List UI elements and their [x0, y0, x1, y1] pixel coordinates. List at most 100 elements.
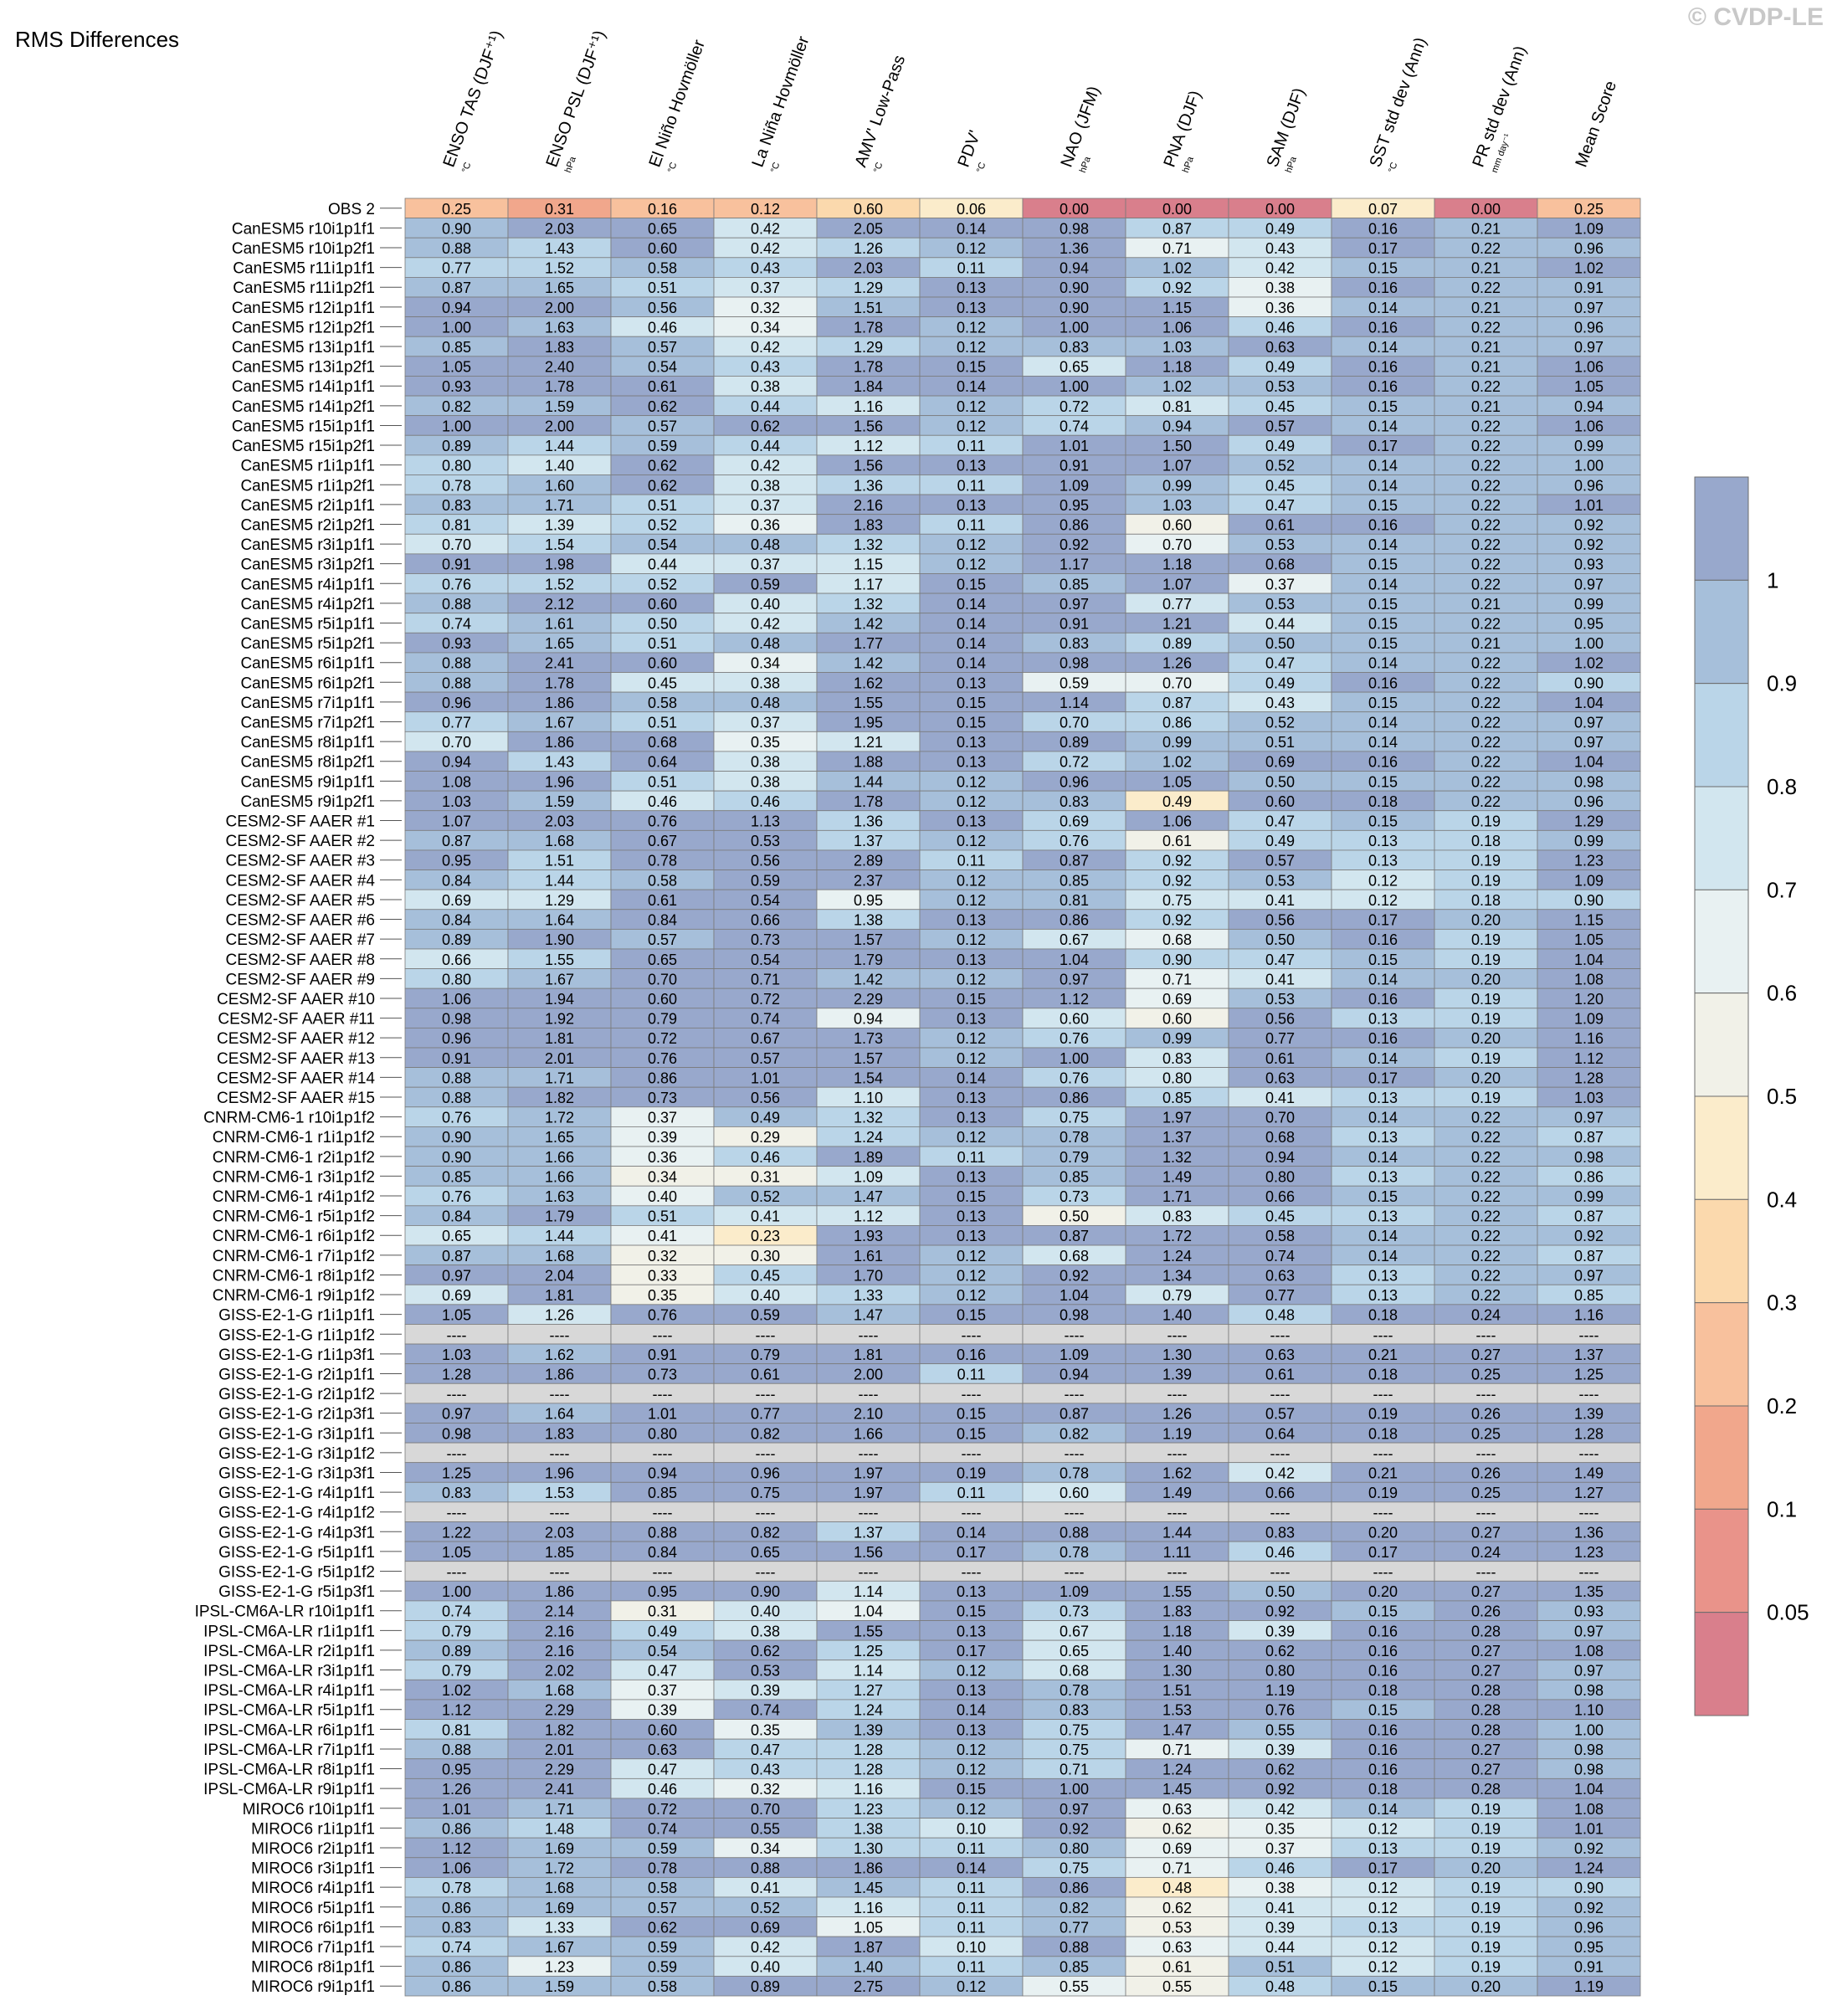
- cell-value: 0.49: [648, 1623, 677, 1639]
- cell-value: 1.42: [854, 655, 883, 672]
- cell-value: 0.12: [957, 1801, 986, 1818]
- cell-value: 0.00: [1060, 201, 1089, 218]
- cell-value: 1.44: [545, 438, 574, 454]
- row-label: CanESM5 r7i1p2f1: [240, 715, 375, 732]
- cell-value: 0.76: [442, 1110, 471, 1126]
- row-label: GISS-E2-1-G r5i1p1f1: [218, 1544, 375, 1562]
- cell-value: 0.60: [648, 991, 677, 1008]
- cell-value: 0.97: [1060, 596, 1089, 613]
- cell-value: 0.53: [1265, 991, 1295, 1008]
- cell-value: 0.92: [1060, 1267, 1089, 1284]
- cell-value: 1.26: [854, 240, 883, 257]
- cell-value: 0.88: [442, 675, 471, 691]
- cell-value: 1.05: [854, 1919, 883, 1936]
- cell-value: 1.02: [1574, 260, 1604, 277]
- cell-value: 0.13: [957, 1583, 986, 1600]
- row-label: CanESM5 r6i1p1f1: [240, 655, 375, 673]
- cell-value: 0.11: [957, 1919, 986, 1936]
- cell-value: 0.51: [1265, 734, 1295, 751]
- cell-value: 1.59: [545, 793, 574, 810]
- cell-value: 0.15: [1368, 773, 1398, 790]
- cell-value: 0.87: [1162, 695, 1192, 711]
- cell-value: 0.62: [1265, 1643, 1295, 1659]
- cell-value: 0.42: [1265, 260, 1295, 277]
- row-label: CNRM-CM6-1 r1i1p1f2: [213, 1129, 375, 1147]
- cell-value: 0.00: [1162, 201, 1192, 218]
- cell-value: 0.78: [648, 1860, 677, 1877]
- cell-value: 0.22: [1471, 1248, 1501, 1264]
- cell-value: 1.83: [545, 339, 574, 356]
- cell-value: 0.14: [1368, 1050, 1398, 1067]
- cell-value: 0.18: [1368, 1425, 1398, 1442]
- cell-value: 0.76: [1060, 833, 1089, 849]
- cell-value: 1.19: [1162, 1425, 1192, 1442]
- cell-value: 0.57: [648, 418, 677, 434]
- cell-value: 0.98: [1574, 1742, 1604, 1758]
- colorbar-tick-label: 0.7: [1767, 877, 1797, 902]
- cell-value: 0.13: [957, 1228, 986, 1244]
- cell-value: 2.37: [854, 872, 883, 889]
- cell-value: 0.83: [1060, 1702, 1089, 1719]
- cell-value: 0.82: [442, 398, 471, 415]
- cell-value: 0.11: [957, 1485, 986, 1501]
- cell-value: 1.37: [854, 833, 883, 849]
- cell-value: 0.79: [751, 1347, 780, 1363]
- cell-value: 0.13: [957, 1721, 986, 1738]
- row-label: MIROC6 r1i1p1f1: [251, 1820, 375, 1838]
- cell-value: 1.72: [1162, 1228, 1192, 1244]
- cell-value: 0.52: [751, 1188, 780, 1205]
- cell-value: 0.39: [1265, 1919, 1295, 1936]
- cell-value: ----: [1373, 1505, 1393, 1521]
- row-label: CNRM-CM6-1 r5i1p1f2: [213, 1208, 375, 1226]
- cell-value: 0.37: [648, 1682, 677, 1699]
- cell-value: 0.72: [1060, 398, 1089, 415]
- cell-value: 0.22: [1471, 773, 1501, 790]
- cell-value: 1.30: [1162, 1347, 1192, 1363]
- cell-value: 0.51: [648, 773, 677, 790]
- cell-value: 0.41: [1265, 1090, 1295, 1106]
- cell-value: 0.46: [648, 1781, 677, 1798]
- cell-value: 0.44: [648, 557, 677, 573]
- cell-value: 1.30: [854, 1840, 883, 1857]
- cell-value: 0.79: [1162, 1287, 1192, 1304]
- cell-value: 0.35: [751, 1721, 780, 1738]
- cell-value: 0.88: [442, 596, 471, 613]
- cell-value: 0.14: [1368, 1149, 1398, 1166]
- cell-value: 0.73: [648, 1090, 677, 1106]
- cell-value: 0.23: [751, 1228, 780, 1244]
- cell-value: 0.19: [1471, 1011, 1501, 1028]
- cell-value: 1.94: [545, 991, 574, 1008]
- cell-value: 0.58: [648, 1978, 677, 1995]
- cell-value: 0.47: [648, 1663, 677, 1680]
- cell-value: 1.83: [545, 1425, 574, 1442]
- cell-value: 0.22: [1471, 438, 1501, 454]
- cell-value: 0.52: [648, 576, 677, 592]
- cell-value: ----: [1476, 1505, 1496, 1521]
- cell-value: 0.84: [442, 872, 471, 889]
- colorbar-bin: [1694, 993, 1749, 1097]
- cell-value: 0.51: [648, 1208, 677, 1225]
- cell-value: 0.68: [1060, 1663, 1089, 1680]
- cell-value: 0.71: [1162, 1742, 1192, 1758]
- cell-value: 0.10: [957, 1820, 986, 1837]
- cell-value: 2.41: [545, 655, 574, 672]
- colorbar-bin: [1694, 683, 1749, 787]
- cell-value: 0.76: [648, 1050, 677, 1067]
- cell-value: 0.44: [751, 398, 780, 415]
- cell-value: 0.25: [1471, 1366, 1501, 1382]
- colorbar-bin: [1694, 476, 1749, 581]
- cell-value: 0.13: [1368, 1267, 1398, 1284]
- row-label: GISS-E2-1-G r4i1p3f1: [218, 1524, 375, 1541]
- cell-value: 0.88: [648, 1524, 677, 1541]
- column-header: PNA (DJF)hPa: [1161, 88, 1205, 174]
- cell-value: 0.74: [751, 1702, 780, 1719]
- cell-value: 0.67: [1060, 931, 1089, 948]
- cell-value: 0.16: [1368, 319, 1398, 336]
- cell-value: 0.60: [648, 1721, 677, 1738]
- cell-value: 0.78: [1060, 1544, 1089, 1561]
- cell-value: 0.70: [751, 1801, 780, 1818]
- cell-value: 1.15: [1162, 300, 1192, 316]
- cell-value: 1.04: [1574, 754, 1604, 771]
- row-label: IPSL-CM6A-LR r8i1p1f1: [203, 1762, 375, 1779]
- cell-value: 0.22: [1471, 1168, 1501, 1185]
